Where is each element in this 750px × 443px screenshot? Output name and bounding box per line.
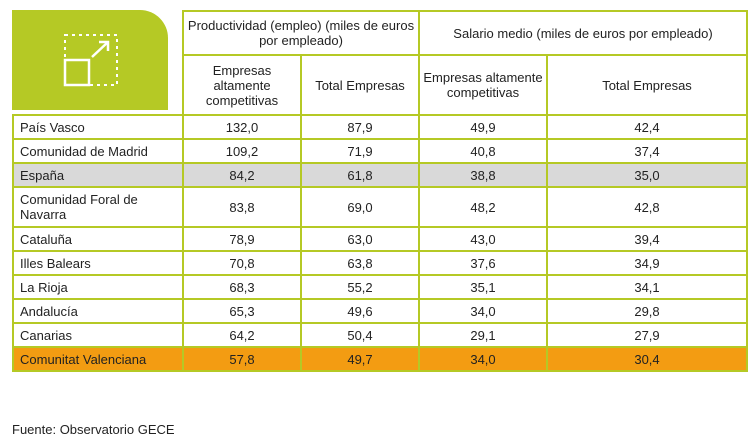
value-cell: 63,0: [300, 226, 420, 252]
value-cell: 49,9: [418, 114, 548, 140]
value-cell: 49,6: [300, 298, 420, 324]
region-cell: País Vasco: [12, 114, 184, 140]
sub-header: Total Empresas: [546, 54, 748, 116]
table-row: Andalucía 65,3 49,6 34,0 29,8: [12, 298, 748, 324]
value-cell: 69,0: [300, 186, 420, 228]
table-row: Illes Balears 70,8 63,8 37,6 34,9: [12, 250, 748, 276]
value-cell: 83,8: [182, 186, 302, 228]
value-cell: 61,8: [300, 162, 420, 188]
value-cell: 43,0: [418, 226, 548, 252]
table-row-highlight-valenciana: Comunitat Valenciana 57,8 49,7 34,0 30,4: [12, 346, 748, 372]
value-cell: 71,9: [300, 138, 420, 164]
expand-arrow-icon: [63, 34, 118, 87]
value-cell: 37,4: [546, 138, 748, 164]
table-row: Canarias 64,2 50,4 29,1 27,9: [12, 322, 748, 348]
value-cell: 38,8: [418, 162, 548, 188]
sub-header: Empresas altamente competitivas: [418, 54, 548, 116]
value-cell: 29,1: [418, 322, 548, 348]
table-row: La Rioja 68,3 55,2 35,1 34,1: [12, 274, 748, 300]
value-cell: 29,8: [546, 298, 748, 324]
value-cell: 70,8: [182, 250, 302, 276]
logo-panel: [12, 10, 168, 110]
value-cell: 37,6: [418, 250, 548, 276]
table-corner: [13, 11, 183, 115]
region-cell: España: [12, 162, 184, 188]
data-table: Productividad (empleo) (miles de euros p…: [12, 10, 748, 372]
table-row: País Vasco 132,0 87,9 49,9 42,4: [12, 114, 748, 140]
table-row: Comunidad de Madrid 109,2 71,9 40,8 37,4: [12, 138, 748, 164]
value-cell: 34,1: [546, 274, 748, 300]
value-cell: 27,9: [546, 322, 748, 348]
value-cell: 40,8: [418, 138, 548, 164]
value-cell: 49,7: [300, 346, 420, 372]
value-cell: 48,2: [418, 186, 548, 228]
value-cell: 68,3: [182, 274, 302, 300]
value-cell: 84,2: [182, 162, 302, 188]
value-cell: 35,1: [418, 274, 548, 300]
value-cell: 35,0: [546, 162, 748, 188]
region-cell: Canarias: [12, 322, 184, 348]
value-cell: 34,0: [418, 298, 548, 324]
value-cell: 55,2: [300, 274, 420, 300]
region-cell: Illes Balears: [12, 250, 184, 276]
sub-header: Empresas altamente competitivas: [182, 54, 302, 116]
group-header-productividad: Productividad (empleo) (miles de euros p…: [182, 10, 420, 56]
value-cell: 42,8: [546, 186, 748, 228]
source-note: Fuente: Observatorio GECE: [12, 422, 175, 437]
value-cell: 34,0: [418, 346, 548, 372]
value-cell: 34,9: [546, 250, 748, 276]
table-row-highlight-espana: España 84,2 61,8 38,8 35,0: [12, 162, 748, 188]
region-cell: Comunidad Foral de Navarra: [12, 186, 184, 228]
value-cell: 57,8: [182, 346, 302, 372]
value-cell: 87,9: [300, 114, 420, 140]
sub-header: Total Empresas: [300, 54, 420, 116]
value-cell: 65,3: [182, 298, 302, 324]
table-row: Cataluña 78,9 63,0 43,0 39,4: [12, 226, 748, 252]
region-cell: Comunidad de Madrid: [12, 138, 184, 164]
group-header-salario: Salario medio (miles de euros por emplea…: [418, 10, 748, 56]
value-cell: 78,9: [182, 226, 302, 252]
table-row: Comunidad Foral de Navarra 83,8 69,0 48,…: [12, 186, 748, 228]
value-cell: 50,4: [300, 322, 420, 348]
value-cell: 63,8: [300, 250, 420, 276]
value-cell: 109,2: [182, 138, 302, 164]
value-cell: 64,2: [182, 322, 302, 348]
region-cell: Andalucía: [12, 298, 184, 324]
region-cell: La Rioja: [12, 274, 184, 300]
region-cell: Comunitat Valenciana: [12, 346, 184, 372]
value-cell: 39,4: [546, 226, 748, 252]
value-cell: 42,4: [546, 114, 748, 140]
value-cell: 132,0: [182, 114, 302, 140]
region-cell: Cataluña: [12, 226, 184, 252]
value-cell: 30,4: [546, 346, 748, 372]
